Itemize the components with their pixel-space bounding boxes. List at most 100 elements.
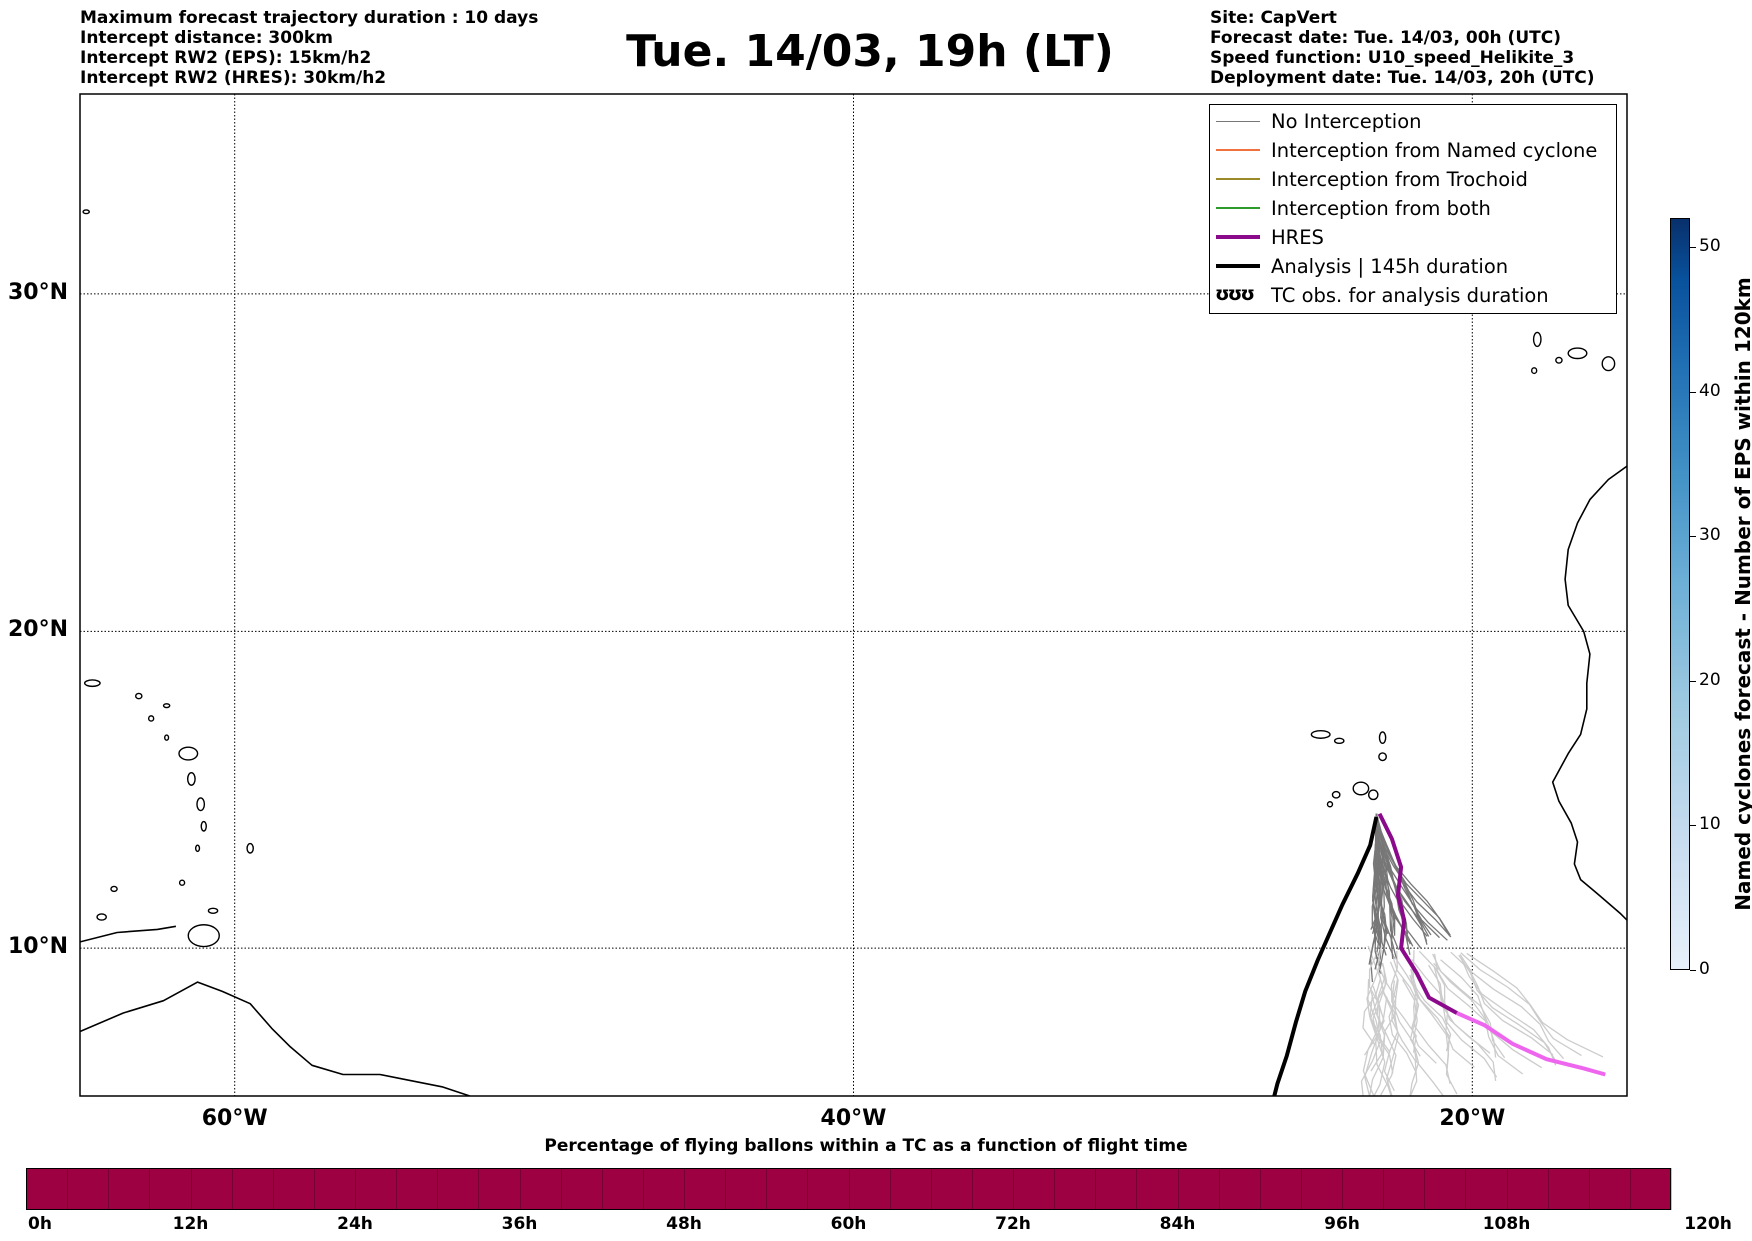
cape-verde-island — [1378, 752, 1387, 762]
colorbar-horizontal-title: Percentage of flying ballons within a TC… — [544, 1136, 1188, 1156]
flight-time-subtick — [1342, 1168, 1343, 1210]
caribbean-island — [200, 820, 207, 832]
info-line-rw2-hres: Intercept RW2 (HRES): 30km/h2 — [80, 68, 387, 88]
tobago-island — [207, 907, 219, 914]
cyclone-count-colorbar — [1670, 218, 1690, 970]
flight-time-subtick — [1136, 1168, 1138, 1210]
flight-time-subtick — [231, 1168, 233, 1210]
flight-time-subtick — [355, 1168, 356, 1210]
trinidad-island — [187, 924, 220, 948]
caribbean-island — [83, 679, 101, 688]
lat-label-20n: 20°N — [8, 617, 69, 643]
flight-time-subtick — [725, 1168, 727, 1210]
hres-trajectory — [1377, 812, 1458, 1015]
map-frame — [79, 93, 1628, 1097]
colorbar-tick — [1690, 391, 1696, 393]
legend-item-tc-obs: ʊʊʊ TC obs. for analysis duration — [1210, 281, 1616, 310]
colorbar-tick — [1690, 680, 1696, 682]
canary-island — [1567, 347, 1588, 360]
lon-label-60w: 60°W — [201, 1106, 268, 1131]
lon-label-40w: 40°W — [820, 1106, 887, 1131]
flight-time-subtick — [1506, 1168, 1508, 1210]
caribbean-island — [147, 715, 155, 722]
header-right-info: Site: CapVert Forecast date: Tue. 14/03,… — [1210, 8, 1595, 88]
legend-label: Interception from Trochoid — [1271, 168, 1528, 191]
eps-trajectory-late — [1428, 964, 1498, 1078]
flight-time-subtick — [1465, 1168, 1467, 1210]
cape-verde-island — [1310, 729, 1331, 739]
colorbar-tick-label: 10 — [1699, 814, 1721, 835]
info-line-deployment-date: Deployment date: Tue. 14/03, 20h (UTC) — [1210, 68, 1595, 88]
caribbean-island — [110, 885, 118, 893]
lat-label-10n: 10°N — [8, 934, 69, 960]
flight-time-subtick — [1054, 1168, 1056, 1210]
flight-time-subtick — [1424, 1168, 1426, 1210]
flight-time-subtick — [108, 1168, 110, 1210]
flight-time-subtick — [478, 1168, 480, 1210]
flight-time-subtick — [807, 1168, 809, 1210]
lon-label-20w: 20°W — [1439, 1106, 1506, 1131]
caribbean-island — [134, 692, 143, 700]
tc-symbol-icon: ʊʊʊ — [1215, 283, 1255, 305]
colorbar-tick-label: 20 — [1699, 669, 1721, 690]
legend-label: No Interception — [1271, 110, 1422, 133]
flight-time-subtick — [1588, 1168, 1590, 1210]
caribbean-island — [194, 844, 201, 853]
eps-trajectory-late — [1368, 991, 1386, 1096]
flight-time-subtick — [560, 1168, 562, 1210]
eps-trajectory-late — [1394, 956, 1437, 1064]
legend-swatch — [1216, 120, 1260, 122]
trajectory-layer — [1272, 812, 1606, 1096]
page-title: Tue. 14/03, 19h (LT) — [626, 26, 1114, 77]
colorbar-tick-label: 40 — [1699, 380, 1721, 401]
flight-time-label: 0h — [28, 1214, 52, 1234]
flight-time-subtick — [1383, 1168, 1385, 1210]
analysis-trajectory — [1272, 816, 1379, 1096]
legend-label: HRES — [1271, 226, 1324, 249]
legend-item-no-interception: No Interception — [1210, 107, 1616, 136]
flight-time-subtick — [26, 1168, 27, 1210]
venezuela-coastline — [80, 925, 177, 943]
flight-time-subtick — [1095, 1168, 1097, 1210]
colorbar-tick — [1690, 825, 1696, 827]
flight-time-label: 60h — [830, 1214, 867, 1234]
flight-time-label: 24h — [337, 1214, 373, 1234]
legend-swatch — [1216, 207, 1260, 209]
flight-time-label: 120h — [1684, 1214, 1732, 1234]
legend-label: Interception from both — [1271, 197, 1491, 220]
info-line-speed-function: Speed function: U10_speed_Helikite_3 — [1210, 48, 1575, 68]
cape-verde-island — [1378, 731, 1387, 745]
eps-trajectory-late — [1460, 957, 1557, 1066]
canary-island — [1530, 367, 1538, 375]
legend-item-both: Interception from both — [1210, 194, 1616, 223]
flight-time-subtick — [1013, 1168, 1014, 1210]
cape-verde-island — [1352, 781, 1370, 796]
flight-time-subtick — [601, 1168, 603, 1210]
eps-trajectory-late — [1466, 952, 1604, 1058]
flight-time-subtick — [190, 1168, 192, 1210]
colorbar-tick-label: 30 — [1699, 525, 1721, 546]
flight-time-colorbar — [26, 1168, 1671, 1210]
flight-time-subtick — [684, 1168, 685, 1210]
colorbar-tick — [1690, 970, 1696, 971]
info-line-trajectory: Maximum forecast trajectory duration : 1… — [80, 8, 539, 28]
caribbean-island — [178, 879, 186, 886]
map-legend: No Interception Interception from Named … — [1209, 104, 1617, 314]
legend-swatch — [1216, 264, 1260, 268]
coastline-layer — [80, 209, 1627, 1096]
canary-island — [1601, 356, 1616, 372]
flight-time-label: 108h — [1482, 1214, 1531, 1234]
flight-time-subtick — [149, 1168, 151, 1210]
legend-swatch — [1216, 178, 1260, 180]
flight-time-subtick — [1671, 1168, 1672, 1210]
info-line-site: Site: CapVert — [1210, 8, 1337, 28]
legend-item-trochoid: Interception from Trochoid — [1210, 165, 1616, 194]
info-line-rw2-eps: Intercept RW2 (EPS): 15km/h2 — [80, 48, 372, 68]
flight-time-subtick — [1177, 1168, 1179, 1210]
margarita-island — [96, 913, 107, 921]
colorbar-tick-label: 0 — [1699, 959, 1710, 979]
cape-verde-island — [1367, 789, 1379, 801]
eps-trajectory-late — [1433, 953, 1497, 1058]
legend-label: TC obs. for analysis duration — [1271, 284, 1549, 307]
south-america-coastline — [80, 981, 471, 1096]
